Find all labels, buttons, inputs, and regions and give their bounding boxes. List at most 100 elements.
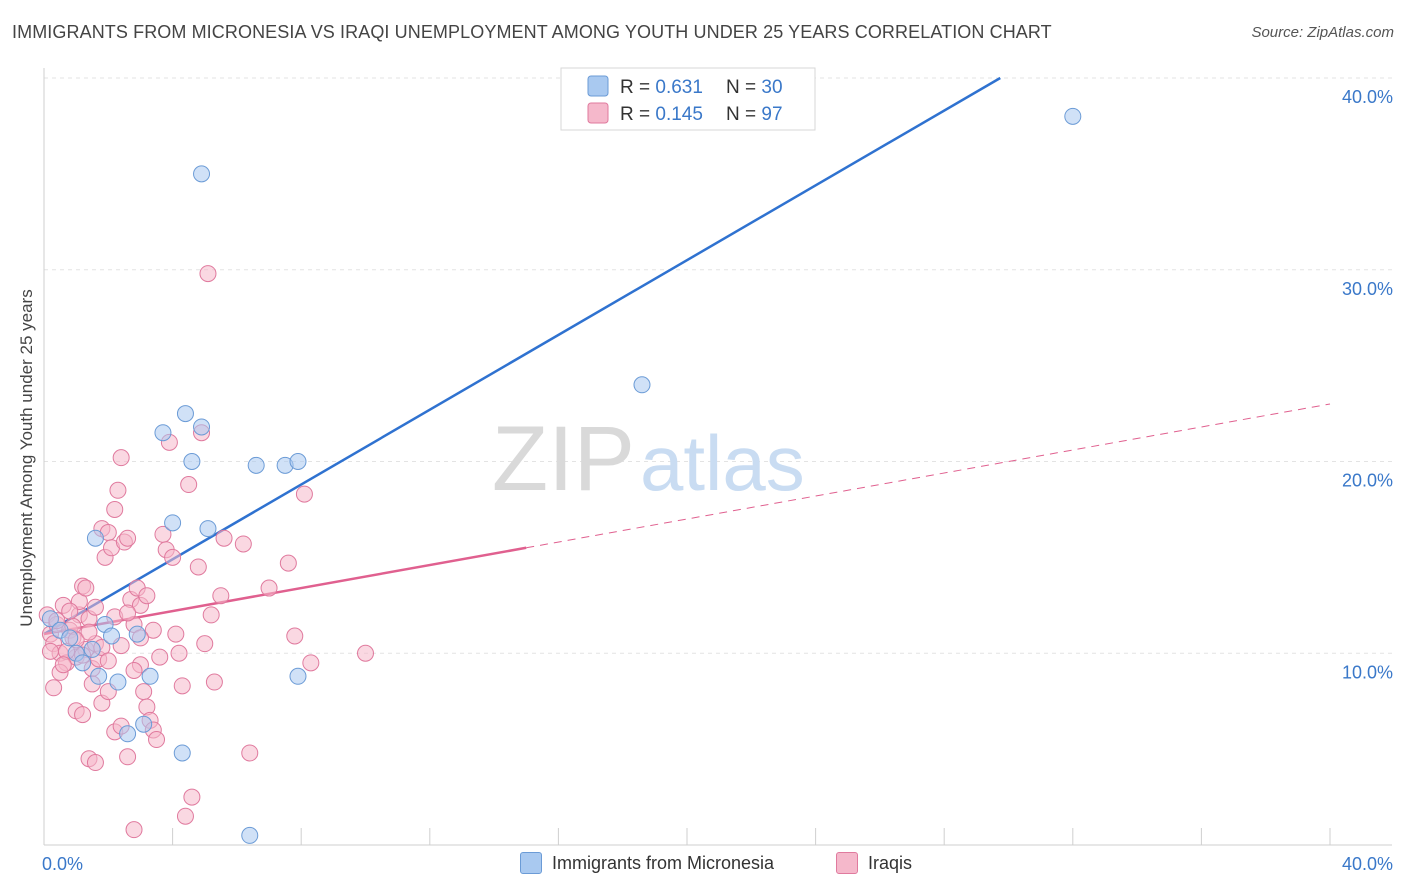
data-point-pink	[125, 821, 143, 839]
data-point-blue	[176, 405, 194, 423]
legend-n-label-1: N =	[726, 77, 761, 98]
data-point-blue	[241, 826, 259, 844]
data-point-pink	[112, 449, 130, 467]
legend-r-value-1: 0.631	[655, 77, 703, 98]
data-point-pink	[54, 656, 72, 674]
data-point-pink	[212, 587, 230, 605]
data-point-pink	[295, 485, 313, 503]
data-point-blue	[103, 627, 121, 645]
data-point-blue	[135, 715, 153, 733]
data-point-pink	[135, 683, 153, 701]
x-tick-label-min: 0.0%	[42, 854, 83, 874]
data-point-pink	[119, 748, 137, 766]
data-point-pink	[173, 677, 191, 695]
data-point-pink	[86, 598, 104, 616]
y-tick-label-20: 20.0%	[1342, 471, 1393, 491]
data-point-pink	[148, 731, 166, 749]
bottom-legend: Immigrants from Micronesia Iraqis	[0, 852, 1406, 878]
watermark: ZIP atlas	[492, 408, 805, 510]
data-point-pink	[241, 744, 259, 762]
source-note: Source: ZipAtlas.com	[1251, 24, 1394, 41]
data-point-blue	[1064, 107, 1082, 125]
svg-text:N = 30: N = 30	[726, 77, 783, 98]
data-point-pink	[99, 652, 117, 670]
data-point-pink	[151, 648, 169, 666]
watermark-atlas: atlas	[640, 419, 805, 507]
axes	[43, 68, 1392, 846]
legend-swatch-blue	[587, 75, 609, 97]
data-point-pink	[45, 679, 63, 697]
data-point-pink	[109, 481, 127, 499]
data-point-blue	[86, 529, 104, 547]
data-point-blue	[154, 424, 172, 442]
data-point-pink	[286, 627, 304, 645]
data-point-pink	[215, 529, 233, 547]
data-point-pink	[260, 579, 278, 597]
grid-lines	[44, 77, 1392, 654]
legend-box: R = 0.631 N = 30 R = 0.145 N = 97	[560, 67, 816, 131]
data-point-blue	[164, 514, 182, 532]
data-point-blue	[61, 629, 79, 647]
tick-labels: 10.0% 20.0% 30.0% 40.0% 0.0% 40.0%	[42, 87, 1393, 874]
legend-r-label-1: R =	[620, 77, 655, 98]
svg-text:R = 0.631: R = 0.631	[620, 77, 703, 98]
data-point-blue	[173, 744, 191, 762]
legend-r-label-2: R =	[620, 104, 655, 125]
data-point-blue	[119, 725, 137, 743]
x-tick-label-max: 40.0%	[1342, 854, 1393, 874]
watermark-zip: ZIP	[492, 408, 635, 510]
y-tick-label-30: 30.0%	[1342, 279, 1393, 299]
data-point-pink	[119, 604, 137, 622]
data-point-pink	[77, 579, 95, 597]
data-point-pink	[180, 476, 198, 494]
data-point-pink	[80, 623, 98, 641]
data-point-pink	[279, 554, 297, 572]
data-point-blue	[83, 640, 101, 658]
data-point-pink	[196, 635, 214, 653]
data-point-pink	[41, 642, 59, 660]
legend-label-micronesia: Immigrants from Micronesia	[552, 852, 775, 873]
legend-r-value-2: 0.145	[655, 104, 703, 125]
data-point-pink	[189, 558, 207, 576]
data-point-pink	[176, 807, 194, 825]
chart-title: IMMIGRANTS FROM MICRONESIA VS IRAQI UNEM…	[12, 22, 1052, 42]
data-point-blue	[74, 654, 92, 672]
data-point-pink	[74, 706, 92, 724]
y-tick-label-10: 10.0%	[1342, 662, 1393, 682]
data-point-blue	[109, 673, 127, 691]
data-point-blue	[199, 520, 217, 538]
svg-text:R = 0.145: R = 0.145	[620, 104, 703, 125]
y-tick-label-40: 40.0%	[1342, 87, 1393, 107]
legend-n-value-2: 97	[761, 104, 782, 125]
data-point-pink	[357, 644, 374, 662]
data-point-pink	[119, 529, 137, 547]
data-point-pink	[144, 621, 162, 639]
data-point-pink	[138, 587, 156, 605]
data-point-blue	[289, 667, 307, 685]
series-iraqis-points	[38, 265, 374, 839]
legend-swatch-pink	[587, 102, 609, 124]
data-point-blue	[247, 456, 265, 474]
legend-swatch-micronesia	[520, 852, 542, 874]
data-point-blue	[128, 625, 146, 643]
data-point-blue	[193, 418, 211, 436]
trend-line-dashed-pink	[526, 403, 1331, 549]
data-point-pink	[205, 673, 223, 691]
data-point-pink	[202, 606, 220, 624]
legend-label-iraqis: Iraqis	[868, 852, 913, 873]
data-point-pink	[199, 265, 217, 283]
series-micronesia-points	[41, 107, 1082, 844]
data-point-blue	[141, 667, 159, 685]
legend-item-iraqis: Iraqis	[836, 852, 912, 874]
data-point-pink	[106, 500, 124, 518]
data-point-pink	[183, 788, 201, 806]
svg-text:N = 97: N = 97	[726, 104, 783, 125]
legend-n-label-2: N =	[726, 104, 761, 125]
data-point-pink	[86, 754, 104, 772]
data-point-pink	[234, 535, 252, 553]
trend-lines	[43, 76, 1331, 636]
trend-line-blue	[43, 76, 1001, 636]
data-point-pink	[167, 625, 185, 643]
legend-item-micronesia: Immigrants from Micronesia	[520, 852, 774, 874]
